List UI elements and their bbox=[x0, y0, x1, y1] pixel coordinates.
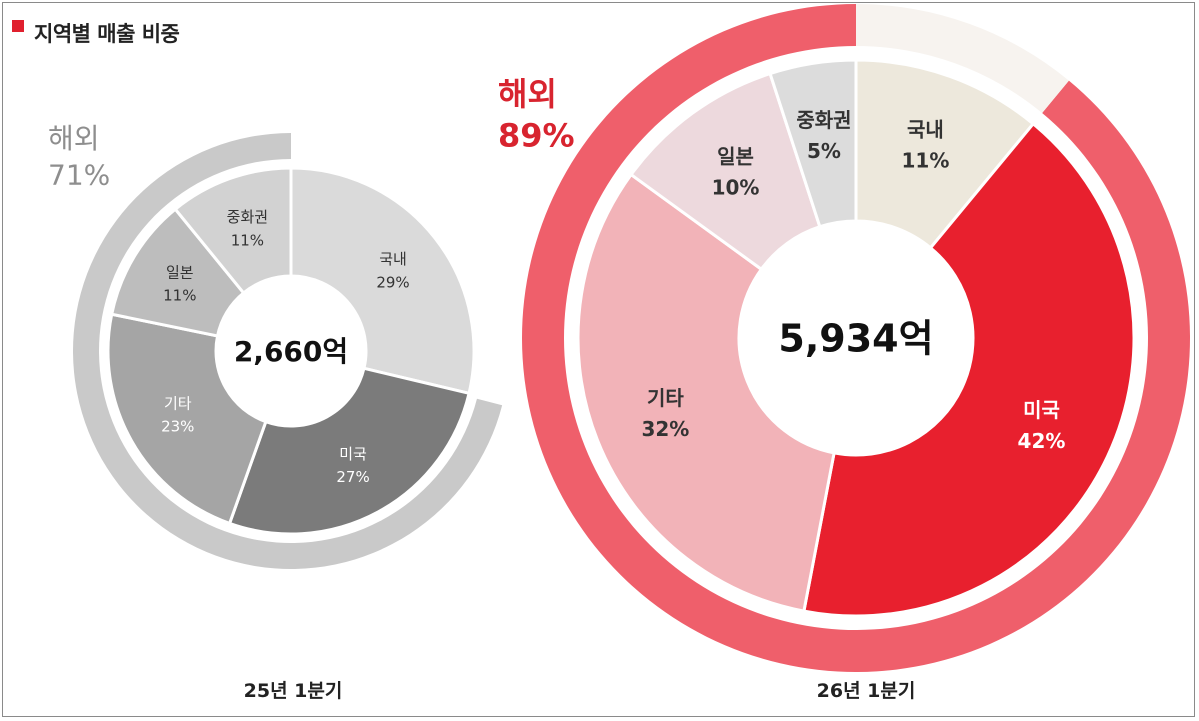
slice-value-label: 11% bbox=[231, 231, 264, 249]
chart-title: 지역별 매출 비중 bbox=[34, 22, 180, 46]
slice-value-label: 42% bbox=[1018, 429, 1066, 453]
overseas-label: 해외 bbox=[498, 75, 557, 113]
title-marker-icon bbox=[12, 20, 24, 32]
slice-label: 중화권 bbox=[227, 208, 268, 226]
donut-chart-2: 국내 11% 미국 42% 기타 32% 일본 10% 중화권 5% 5,934억 해외 89% 26년 … bbox=[498, 4, 1191, 702]
slice-value-label: 11% bbox=[902, 149, 950, 173]
slice-value-label: 11% bbox=[163, 287, 196, 305]
slice-label: 기타 bbox=[647, 386, 684, 410]
slice-label: 중화권 bbox=[796, 108, 851, 132]
slice-label: 미국 bbox=[339, 445, 367, 463]
period-label: 26년 1분기 bbox=[817, 680, 916, 702]
slice-label: 국내 bbox=[907, 118, 944, 142]
slice-value-label: 23% bbox=[161, 418, 194, 436]
overseas-label: 해외 bbox=[48, 122, 100, 155]
slice-value-label: 27% bbox=[336, 468, 369, 486]
domestic-ring-arc bbox=[856, 4, 1069, 114]
slice-value-label: 32% bbox=[641, 417, 689, 441]
overseas-value-label: 89% bbox=[498, 117, 575, 155]
center-total-label: 2,660억 bbox=[234, 335, 348, 368]
donut-hole bbox=[216, 276, 366, 426]
slice-label: 국내 bbox=[379, 250, 407, 268]
slice-value-label: 29% bbox=[376, 273, 409, 291]
slice-5 bbox=[768, 58, 858, 229]
center-total-label: 5,934억 bbox=[778, 317, 933, 361]
slice-value-label: 5% bbox=[807, 139, 841, 163]
slice-label: 미국 bbox=[1023, 398, 1060, 422]
donut-hole bbox=[739, 221, 973, 455]
chart-header: 지역별 매출 비중 bbox=[12, 18, 180, 48]
slice-value-label: 10% bbox=[712, 176, 760, 200]
period-label: 25년 1분기 bbox=[244, 680, 343, 702]
overseas-value-label: 71% bbox=[48, 158, 110, 191]
slice-label: 일본 bbox=[166, 263, 194, 281]
slice-label: 기타 bbox=[164, 394, 192, 412]
slice-label: 일본 bbox=[717, 145, 754, 169]
